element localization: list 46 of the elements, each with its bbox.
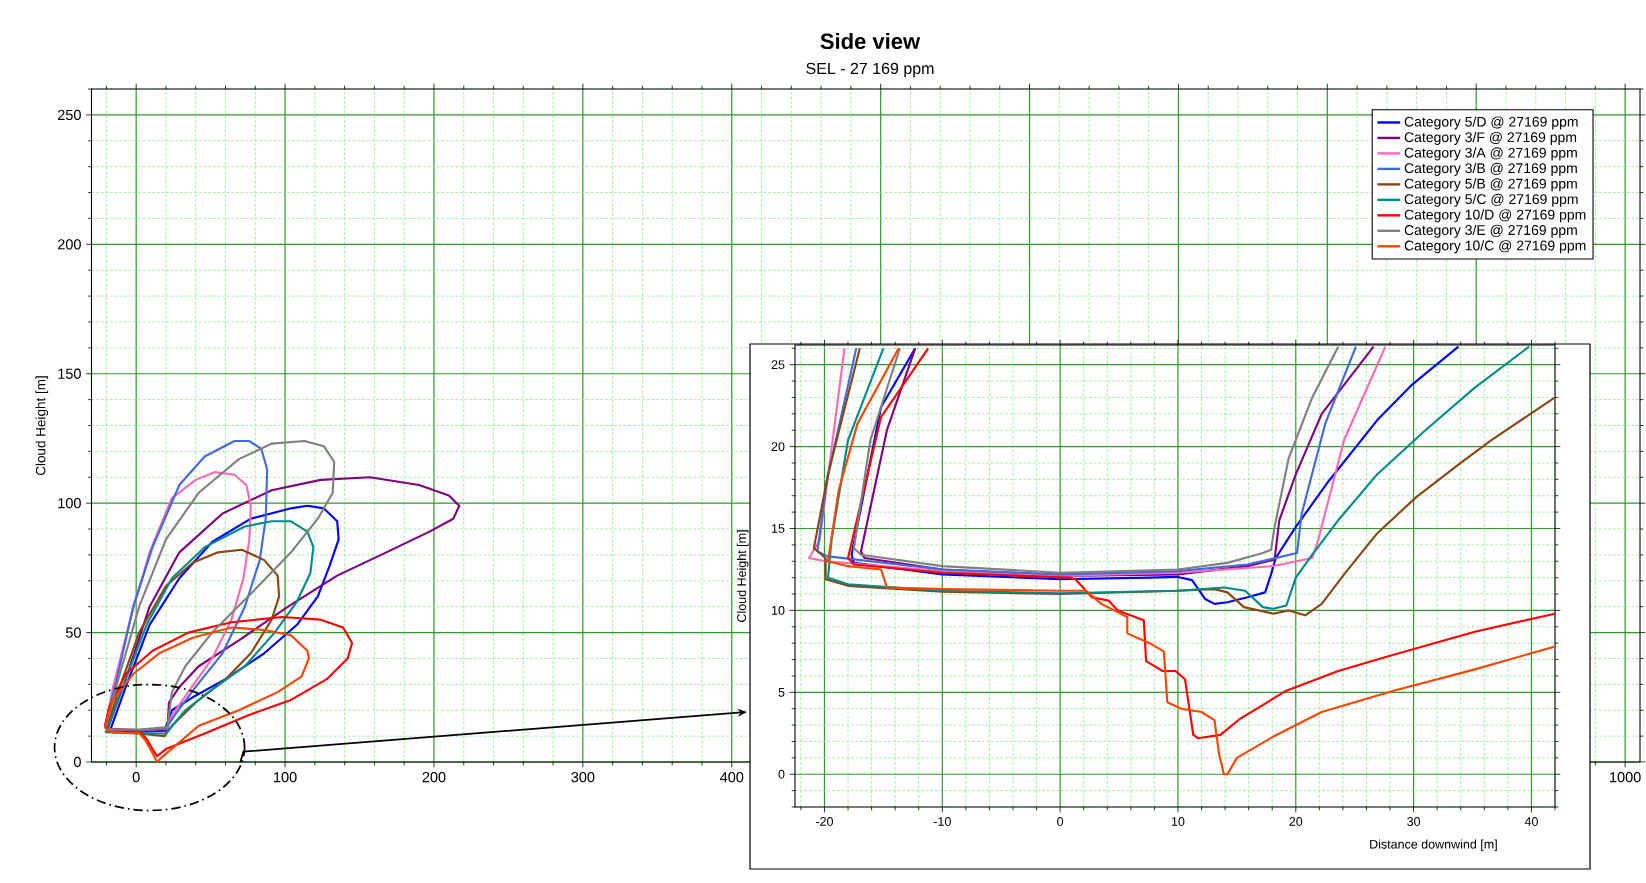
x-tick-label: 300 [571, 772, 595, 783]
chart-subtitle: SEL - 27 169 ppm [806, 62, 934, 78]
x-tick-label: 10 [1171, 817, 1185, 826]
y-tick-label: 250 [57, 109, 81, 121]
y-tick-label: 150 [58, 368, 81, 379]
legend-label: Category 5/D @ 27169 ppm [1404, 116, 1578, 130]
y-tick-label: 15 [772, 524, 785, 533]
legend-label: Category 5/C @ 27169 ppm [1404, 193, 1578, 207]
x-tick-label: 100 [274, 772, 297, 783]
line-series [104, 520, 315, 735]
legend-label: Category 3/A @ 27169 ppm [1404, 147, 1577, 161]
x-tick-label: -10 [933, 817, 951, 826]
y-tick-label: 100 [58, 498, 81, 509]
line-series [109, 504, 340, 733]
y-tick-label: 10 [772, 605, 785, 615]
line-series [103, 439, 336, 731]
legend-label: Category 5/B @ 27169 ppm [1404, 178, 1577, 192]
x-tick-label: 200 [422, 772, 446, 783]
x-tick-label: 30 [1407, 817, 1421, 826]
x-tick-label: 20 [1289, 817, 1303, 826]
y-tick-label: 50 [65, 627, 81, 638]
chart-title: Side view [820, 32, 921, 50]
line-series [103, 615, 354, 758]
line-series [106, 476, 461, 733]
legend-label: Category 10/C @ 27169 ppm [1404, 240, 1586, 254]
legend-label: Category 3/F @ 27169 ppm [1404, 131, 1577, 145]
y-tick-label: 20 [771, 442, 785, 452]
y-tick-label: 25 [771, 360, 785, 370]
legend-label: Category 3/E @ 27169 ppm [1404, 224, 1577, 238]
y-tick-label: 0 [73, 756, 81, 768]
x-tick-label: 1000 [1610, 772, 1641, 783]
y-axis-title: Cloud Height [m] [736, 530, 749, 622]
legend-label: Category 3/B @ 27169 ppm [1404, 162, 1577, 176]
line-series [104, 548, 281, 738]
line-series [103, 626, 310, 763]
x-tick-label: -20 [815, 817, 834, 826]
legend-label: Category 10/D @ 27169 ppm [1404, 209, 1586, 223]
x-tick-label: 40 [1524, 817, 1538, 826]
x-tick-label: 400 [719, 772, 744, 783]
y-tick-label: 200 [57, 239, 81, 250]
line-series [850, 345, 1460, 605]
x-tick-label: 0 [132, 772, 140, 783]
y-axis-title: Cloud Height [m] [35, 376, 49, 476]
x-tick-label: 0 [1057, 817, 1064, 826]
x-axis-title: Distance downwind [m] [1370, 839, 1497, 852]
y-tick-label: 5 [778, 687, 785, 697]
